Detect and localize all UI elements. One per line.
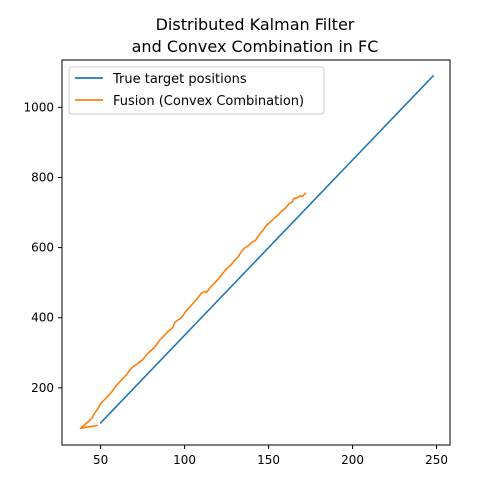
- legend: True target positions Fusion (Convex Comb…: [68, 66, 325, 115]
- legend-label: Fusion (Convex Combination): [113, 94, 304, 109]
- x-tick-label: 250: [425, 453, 448, 467]
- plot-frame: [61, 59, 451, 446]
- chart-title-line-2: and Convex Combination in FC: [132, 37, 379, 56]
- y-tick-label: 1000: [23, 100, 54, 114]
- legend-box: [68, 66, 325, 115]
- y-tick-label: 600: [31, 241, 54, 255]
- y-tick-label: 800: [31, 170, 54, 184]
- x-tick-label: 100: [173, 453, 196, 467]
- y-tick-label: 400: [31, 311, 54, 325]
- y-tick-label: 200: [31, 381, 54, 395]
- x-tick-label: 200: [341, 453, 364, 467]
- chart-title-line-1: Distributed Kalman Filter: [156, 15, 355, 34]
- series-layer: [79, 75, 435, 430]
- series-line-fusion-convex-combination: [79, 192, 307, 430]
- x-tick-label: 50: [93, 453, 108, 467]
- axes: 50 100 150 200 250 200 400 600 800 1000: [23, 59, 451, 467]
- series-line-true-target-positions: [99, 75, 435, 424]
- x-tick-label: 150: [257, 453, 280, 467]
- legend-label: True target positions: [112, 72, 247, 87]
